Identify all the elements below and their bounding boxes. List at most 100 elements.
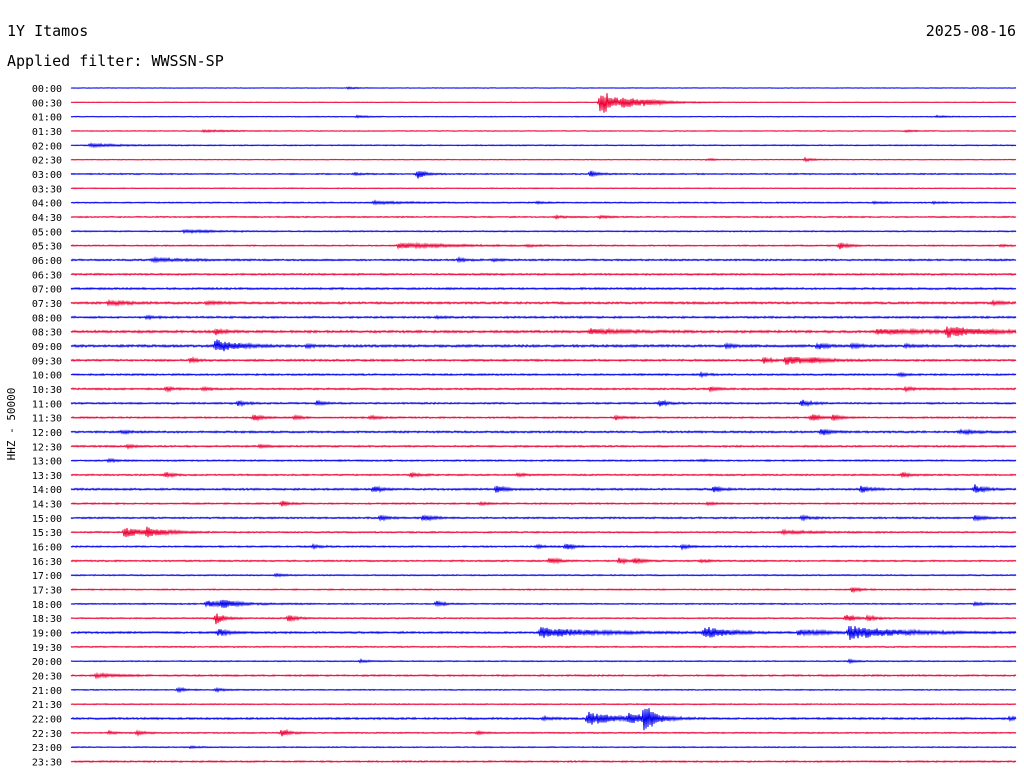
row-label-0300: 03:00	[32, 170, 62, 181]
trace-1730	[70, 586, 1017, 594]
trace-0100	[70, 114, 1017, 119]
row-label-0400: 04:00	[32, 199, 62, 210]
row-label-0230: 02:30	[32, 156, 62, 167]
trace-1700	[70, 572, 1017, 578]
row-label-1030: 10:30	[32, 385, 62, 396]
row-label-1630: 16:30	[32, 557, 62, 568]
row-label-0600: 06:00	[32, 256, 62, 267]
trace-2030	[70, 671, 1017, 680]
trace-1000	[70, 371, 1017, 379]
trace-0630	[70, 272, 1017, 277]
row-label-1700: 17:00	[32, 571, 62, 582]
date-label: 2025-08-16	[926, 22, 1016, 40]
trace-0030	[70, 93, 1017, 113]
filter-label: Applied filter: WWSSN-SP	[7, 52, 224, 70]
row-label-0800: 08:00	[32, 313, 62, 324]
row-label-1300: 13:00	[32, 457, 62, 468]
row-label-2200: 22:00	[32, 715, 62, 726]
trace-1230	[70, 443, 1017, 450]
trace-0900	[70, 339, 1017, 352]
row-label-2030: 20:30	[32, 672, 62, 683]
row-label-0930: 09:30	[32, 356, 62, 367]
trace-0330	[70, 187, 1017, 190]
row-labels: 00:00 00:30 01:00 01:30 02:00 02:30 03:00 03:30…	[32, 84, 62, 769]
trace-0830	[70, 326, 1017, 338]
traces	[70, 86, 1017, 764]
row-label-1400: 14:00	[32, 485, 62, 496]
row-label-2230: 22:30	[32, 729, 62, 740]
trace-1930	[70, 645, 1017, 649]
trace-0200	[70, 142, 1017, 149]
row-label-0000: 00:00	[32, 84, 62, 95]
row-label-0630: 06:30	[32, 270, 62, 281]
trace-0130	[70, 129, 1017, 134]
trace-0600	[70, 256, 1017, 264]
trace-0500	[70, 228, 1017, 235]
trace-0700	[70, 286, 1017, 291]
row-label-0030: 00:30	[32, 98, 62, 109]
trace-2130	[70, 703, 1017, 706]
row-label-2300: 23:00	[32, 743, 62, 754]
row-label-1800: 18:00	[32, 600, 62, 611]
row-label-0200: 02:00	[32, 141, 62, 152]
trace-2200	[70, 708, 1017, 731]
trace-0730	[70, 298, 1017, 307]
row-label-1900: 19:00	[32, 629, 62, 640]
row-label-1330: 13:30	[32, 471, 62, 482]
row-label-1200: 12:00	[32, 428, 62, 439]
trace-1330	[70, 471, 1017, 479]
trace-2300	[70, 745, 1017, 750]
row-label-2330: 23:30	[32, 758, 62, 769]
row-label-1730: 17:30	[32, 586, 62, 597]
row-label-0700: 07:00	[32, 285, 62, 296]
trace-1200	[70, 428, 1017, 436]
row-label-0530: 05:30	[32, 242, 62, 253]
trace-0930	[70, 356, 1017, 365]
trace-1430	[70, 500, 1017, 507]
row-label-0500: 05:00	[32, 227, 62, 238]
row-label-0330: 03:30	[32, 184, 62, 195]
row-label-1930: 19:30	[32, 643, 62, 654]
row-label-2100: 21:00	[32, 686, 62, 697]
trace-1100	[70, 399, 1017, 408]
trace-1130	[70, 413, 1017, 422]
row-label-2130: 21:30	[32, 700, 62, 711]
trace-1300	[70, 457, 1017, 464]
trace-1400	[70, 484, 1017, 494]
trace-0800	[70, 314, 1017, 321]
row-label-1000: 10:00	[32, 371, 62, 382]
row-label-1430: 14:30	[32, 500, 62, 511]
station-title: 1Y Itamos	[7, 22, 88, 40]
trace-0000	[70, 86, 1017, 90]
trace-0430	[70, 214, 1017, 221]
trace-1800	[70, 599, 1017, 608]
trace-0230	[70, 156, 1017, 163]
trace-1030	[70, 385, 1017, 393]
trace-1830	[70, 613, 1017, 625]
trace-0300	[70, 170, 1017, 179]
row-label-1100: 11:00	[32, 399, 62, 410]
row-label-2000: 20:00	[32, 657, 62, 668]
row-label-0730: 07:30	[32, 299, 62, 310]
y-axis-label: HHZ - 50000	[5, 388, 18, 461]
row-label-1230: 12:30	[32, 442, 62, 453]
trace-1500	[70, 514, 1017, 522]
trace-2100	[70, 686, 1017, 694]
row-label-1530: 15:30	[32, 528, 62, 539]
trace-1530	[70, 526, 1017, 538]
trace-1900	[70, 626, 1017, 641]
row-label-0430: 04:30	[32, 213, 62, 224]
row-label-1130: 11:30	[32, 414, 62, 425]
row-label-0130: 01:30	[32, 127, 62, 138]
row-label-0100: 01:00	[32, 113, 62, 124]
trace-1600	[70, 542, 1017, 551]
row-label-1500: 15:00	[32, 514, 62, 525]
row-label-1830: 18:30	[32, 614, 62, 625]
trace-0530	[70, 241, 1017, 250]
row-label-1600: 16:00	[32, 543, 62, 554]
trace-1630	[70, 557, 1017, 565]
trace-2230	[70, 728, 1017, 737]
trace-0400	[70, 199, 1017, 206]
trace-2330	[70, 760, 1017, 764]
